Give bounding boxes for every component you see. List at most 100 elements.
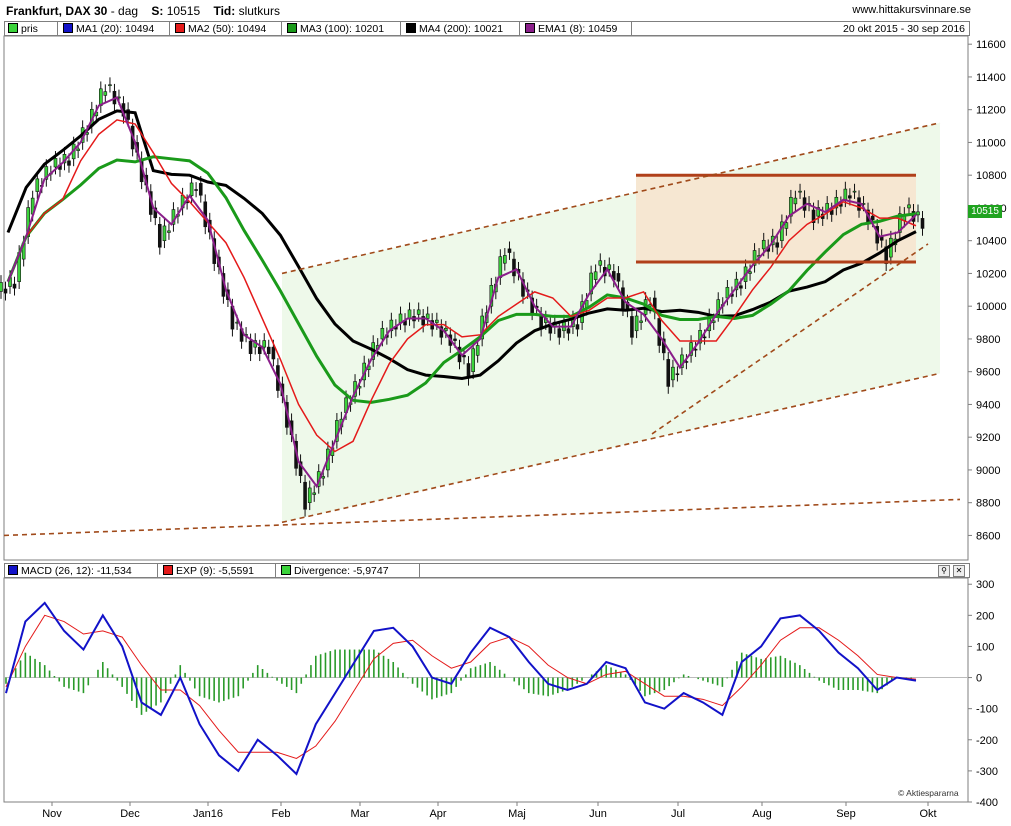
macd-y-tick-label: -300 (976, 766, 998, 778)
close-icon[interactable]: ✕ (953, 565, 965, 577)
legend-divider (400, 22, 401, 35)
legend-swatch (287, 23, 297, 33)
legend-label: MA4 (200): 10021 (419, 23, 504, 35)
x-tick-label: Feb (272, 808, 291, 820)
y-tick-label: 11600 (976, 39, 1006, 51)
macd-y-tick-label: -400 (976, 797, 998, 809)
candle-body (848, 195, 852, 199)
candle-body (752, 250, 757, 266)
lower-trendline (281, 372, 941, 524)
legend-divider (275, 564, 276, 577)
x-tick-label: Jan16 (193, 808, 223, 820)
y-tick-label: 9000 (976, 465, 1000, 477)
candle-body (657, 318, 662, 346)
x-tick-label: Okt (919, 808, 936, 820)
candle-body (916, 211, 920, 216)
candle-body (852, 190, 857, 193)
legend-divider (157, 564, 158, 577)
candle-body (26, 207, 30, 237)
candle-body (194, 189, 198, 191)
candle-body (675, 373, 680, 376)
candle-body (589, 272, 593, 295)
candle-body (775, 242, 780, 248)
date-range: 20 okt 2015 - 30 sep 2016 (842, 23, 965, 35)
candle-body (126, 109, 130, 120)
price-legend: pris MA1 (20): 10494 MA2 (50): 10494 MA3… (4, 21, 970, 36)
candle-body (702, 336, 707, 339)
ma3-line (6, 155, 917, 404)
candle-body (407, 309, 412, 319)
candle-body (435, 319, 439, 323)
candle-body (12, 283, 17, 289)
candle-body (607, 264, 612, 270)
candle-body (639, 320, 643, 323)
candle-body (453, 338, 457, 341)
candle-body (53, 158, 58, 168)
ma2-line (7, 119, 917, 453)
candle-body (811, 209, 816, 223)
candle-body (616, 273, 621, 282)
candle-body (920, 218, 925, 229)
candle-body (444, 327, 448, 332)
candle-body (44, 166, 49, 180)
candle-body (593, 271, 598, 280)
candle-body (303, 481, 307, 510)
x-tick-label: Aug (752, 808, 772, 820)
y-tick-label: 11400 (976, 72, 1006, 84)
candle-body (167, 230, 171, 233)
website-link[interactable]: www.hittakursvinnare.se (852, 4, 971, 16)
candle-body (189, 182, 194, 196)
x-tick-label: Maj (508, 808, 526, 820)
candle-body (439, 326, 444, 338)
legend-divider (57, 22, 58, 35)
y-tick-label: 9800 (976, 334, 1000, 346)
legend-item-ma1: MA1 (20): 10494 (63, 23, 154, 35)
ema1-line (7, 96, 917, 489)
period-label: dag (118, 4, 139, 18)
header-title: Frankfurt, DAX 30 - dag S: 10515 Tid: sl… (6, 4, 280, 18)
x-tick-label: Jul (671, 808, 685, 820)
macd-y-tick-label: -100 (976, 704, 998, 716)
candle-body (512, 258, 516, 277)
candle-body (521, 279, 525, 297)
y-tick-label: 9600 (976, 367, 1000, 379)
legend-label: EMA1 (8): 10459 (538, 23, 618, 35)
candle-body (421, 316, 425, 326)
legend-item-divergence: Divergence: -5,9747 (281, 565, 389, 577)
short-trendline (651, 243, 929, 435)
candle-body (566, 328, 571, 334)
legend-label: MA2 (50): 10494 (188, 23, 267, 35)
candle-body (67, 160, 71, 166)
candle-body (634, 315, 639, 332)
legend-label: MACD (26, 12): -11,534 (21, 565, 132, 577)
candle-body (870, 215, 875, 221)
exp-line (5, 614, 917, 759)
magnify-icon[interactable]: ⚲ (938, 565, 950, 577)
macd-y-tick-label: 0 (976, 673, 982, 685)
y-tick-label: 11000 (976, 137, 1006, 149)
candle-body (108, 84, 112, 87)
legend-item-macd: MACD (26, 12): -11,534 (8, 565, 132, 577)
candle-body (503, 255, 507, 264)
candle-body (507, 248, 512, 253)
candle-body (425, 313, 430, 319)
legend-divider (281, 22, 282, 35)
y-tick-label: 11200 (976, 105, 1006, 117)
ma4-line (6, 109, 917, 381)
candle-body (630, 316, 634, 338)
legend-label: MA1 (20): 10494 (76, 23, 155, 35)
legend-label: EXP (9): -5,5591 (176, 565, 255, 577)
x-tick-label: Sep (836, 808, 856, 820)
candle-body (153, 207, 158, 219)
candle-body (843, 188, 848, 201)
legend-label: Divergence: -5,9747 (294, 565, 389, 577)
candle-body (3, 288, 8, 294)
candle-body (298, 461, 303, 476)
macd-y-tick-label: 100 (976, 641, 994, 653)
candle-body (76, 148, 80, 151)
upper-trendline (281, 122, 941, 275)
candle-body (666, 359, 671, 387)
legend-divider (519, 22, 520, 35)
candle-body (380, 327, 385, 340)
